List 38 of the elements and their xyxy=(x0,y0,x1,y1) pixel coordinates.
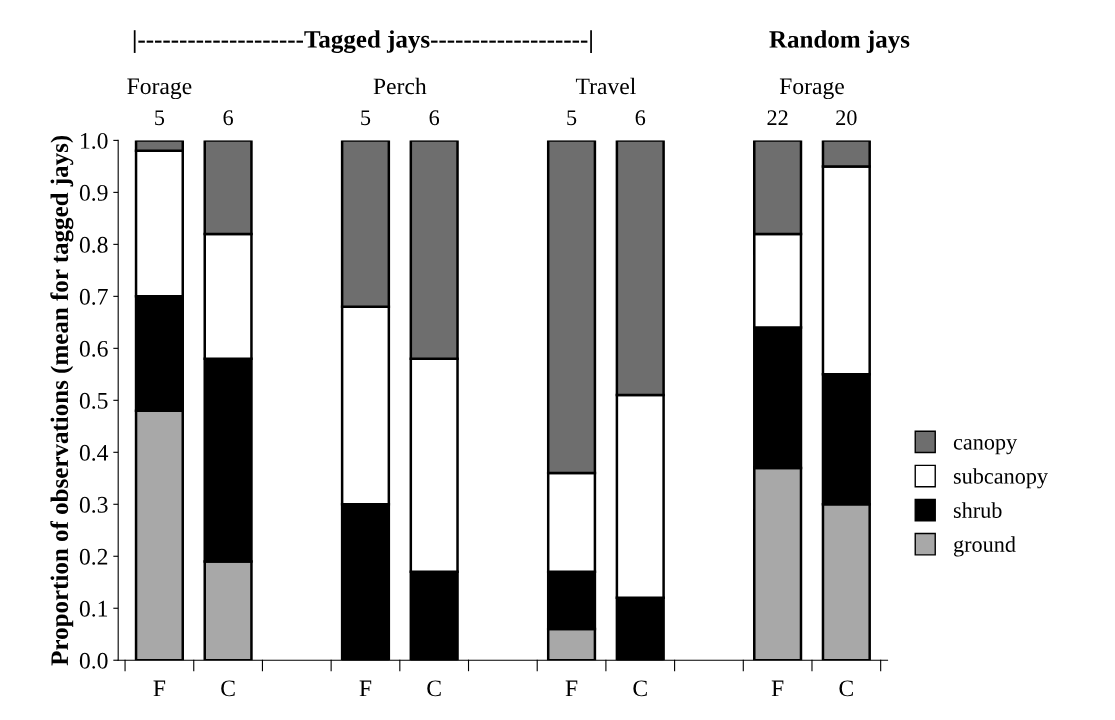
y-tick-label: 0.4 xyxy=(79,444,109,461)
text: Travel xyxy=(575,77,636,95)
legend-label: ground xyxy=(953,536,1016,557)
text: 5 xyxy=(361,110,371,126)
text: Forage xyxy=(127,78,192,100)
x-tick-label: C xyxy=(633,680,647,697)
text: 6 xyxy=(429,110,440,126)
y-tick-label: 0.2 xyxy=(79,548,108,565)
x-tick-label: F xyxy=(565,680,578,697)
text: Forage xyxy=(779,78,844,100)
text: 6 xyxy=(635,110,646,126)
legend-label: canopy xyxy=(953,438,1018,455)
text: Perch xyxy=(373,77,427,95)
y-tick-label: 0.3 xyxy=(79,496,108,513)
text: 5 xyxy=(567,110,577,126)
text: |--------------------Tagged jays-------------------| xyxy=(133,30,592,54)
x-tick-label: C xyxy=(839,680,853,697)
x-tick-label: F xyxy=(359,680,372,697)
text: Random jays xyxy=(769,30,910,53)
y-tick-label: 0.7 xyxy=(79,288,108,305)
y-tick-label: 0.0 xyxy=(79,652,108,669)
text: 6 xyxy=(223,110,233,126)
y-tick-label: 0.1 xyxy=(79,600,108,617)
y-tick-label: 0.8 xyxy=(79,236,108,253)
x-tick-label: C xyxy=(427,680,441,697)
text: 5 xyxy=(155,110,165,126)
legend-label: shrub xyxy=(953,502,1002,518)
x-tick-label: F xyxy=(153,680,166,697)
text: 20 xyxy=(836,110,857,126)
y-tick-label: 0.5 xyxy=(79,392,108,409)
x-tick-label: C xyxy=(221,680,235,697)
text: 22 xyxy=(767,110,788,125)
legend-label: subcanopy xyxy=(953,468,1048,489)
x-tick-label: F xyxy=(771,680,784,697)
y-tick-label: 1.0 xyxy=(81,132,108,149)
y-tick-label: 0.9 xyxy=(79,184,108,201)
y-axis-title: Proportion of observations (mean for tagged jays) xyxy=(50,135,74,666)
y-tick-label: 0.6 xyxy=(79,340,108,357)
